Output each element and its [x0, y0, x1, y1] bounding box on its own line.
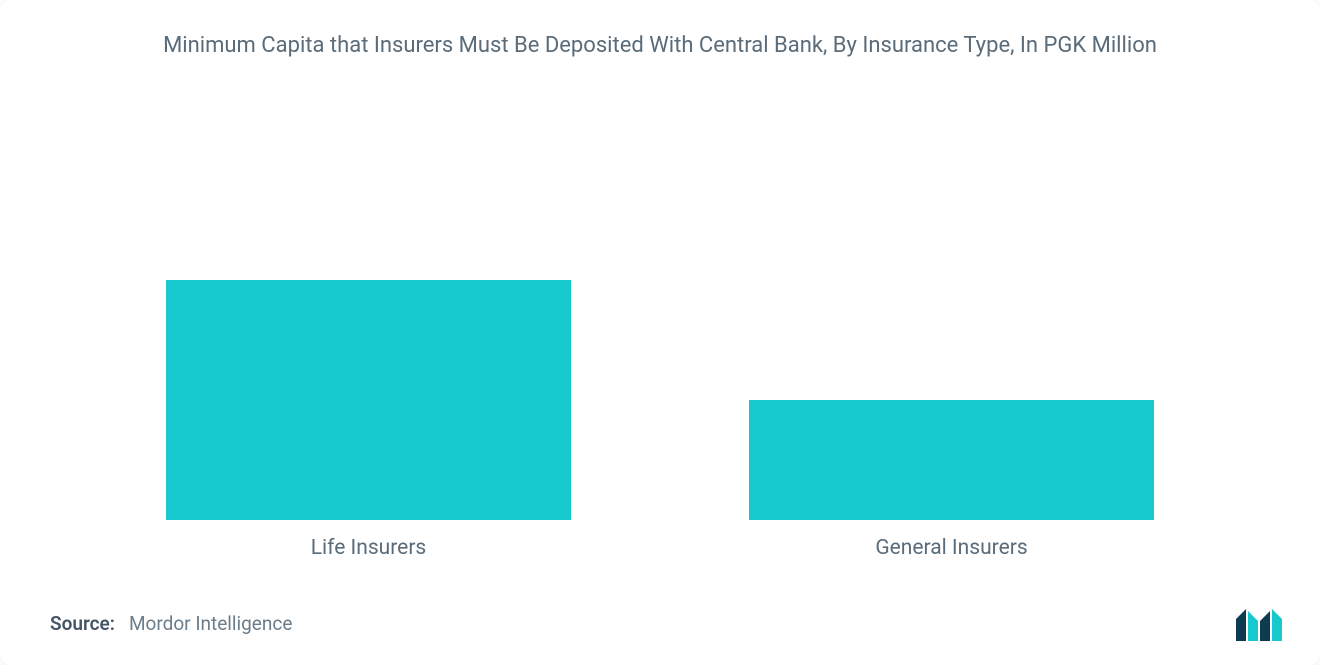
chart-title: Minimum Capita that Insurers Must Be Dep… — [0, 0, 1320, 72]
bar-general-insurers — [749, 400, 1154, 520]
bar-group-0 — [130, 280, 607, 520]
source-value: Mordor Intelligence — [129, 612, 292, 635]
category-label-1: General Insurers — [713, 536, 1190, 560]
category-label-0: Life Insurers — [130, 536, 607, 560]
plot-area — [130, 130, 1190, 520]
mordor-logo-icon — [1234, 601, 1288, 643]
bar-group-1 — [713, 400, 1190, 520]
chart-container: Minimum Capita that Insurers Must Be Dep… — [0, 0, 1320, 665]
bar-life-insurers — [166, 280, 571, 520]
source-prefix: Source: — [50, 612, 115, 635]
source-line: Source: Mordor Intelligence — [50, 612, 292, 635]
labels-row: Life Insurers General Insurers — [130, 536, 1190, 560]
